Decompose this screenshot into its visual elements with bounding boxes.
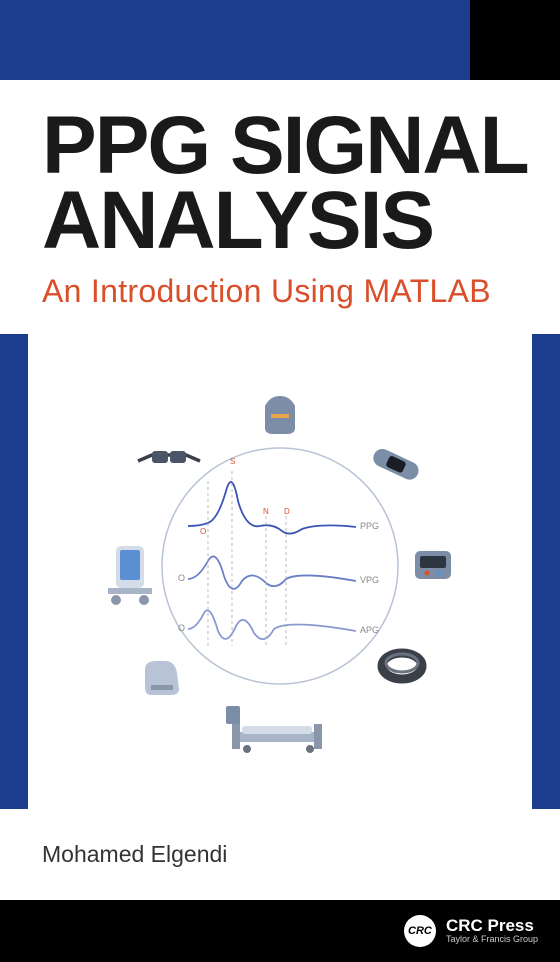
vpg-label: VPG bbox=[360, 575, 379, 585]
o-marker: O bbox=[178, 623, 185, 633]
main-title-line2: ANALYSIS bbox=[42, 183, 560, 258]
smart-ring-icon bbox=[382, 653, 422, 679]
ppg-label: PPG bbox=[360, 521, 379, 531]
signal-circle bbox=[162, 448, 398, 684]
publisher-name: CRC Press bbox=[446, 917, 538, 936]
illustration-row: S O N D PPG VPG APG O O bbox=[0, 334, 560, 809]
ppg-waveform bbox=[188, 482, 356, 534]
right-blue-strip bbox=[532, 334, 560, 809]
peak-n-label: N bbox=[263, 507, 269, 516]
peak-d-label: D bbox=[284, 507, 290, 516]
publisher-footer: CRC CRC Press Taylor & Francis Group bbox=[0, 900, 560, 962]
apg-label: APG bbox=[360, 625, 379, 635]
smart-glasses-icon bbox=[138, 451, 200, 463]
cover-illustration: S O N D PPG VPG APG O O bbox=[60, 351, 500, 791]
author-row: Mohamed Elgendi bbox=[0, 809, 560, 900]
top-black-block bbox=[470, 0, 560, 80]
o-marker: O bbox=[178, 573, 185, 583]
crc-logo-text: CRC bbox=[408, 925, 432, 937]
title-block: PPG SIGNAL ANALYSIS An Introduction Usin… bbox=[0, 80, 560, 334]
left-blue-strip bbox=[0, 334, 28, 809]
smartphone-cart-icon bbox=[108, 546, 152, 605]
foot-sensor-icon bbox=[145, 661, 179, 695]
fitness-band-icon bbox=[370, 446, 421, 483]
pulse-oximeter-icon bbox=[415, 551, 451, 579]
publisher-sub: Taylor & Francis Group bbox=[446, 935, 538, 945]
peak-s-label: S bbox=[230, 457, 235, 466]
vpg-waveform bbox=[188, 557, 356, 589]
subtitle: An Introduction Using MATLAB bbox=[42, 273, 560, 310]
peak-o-label: O bbox=[200, 527, 206, 536]
author-name: Mohamed Elgendi bbox=[42, 841, 560, 868]
hospital-bed-icon bbox=[226, 706, 322, 753]
apg-waveform bbox=[188, 611, 356, 640]
top-blue-block bbox=[0, 0, 470, 80]
illustration-panel: S O N D PPG VPG APG O O bbox=[28, 334, 532, 809]
main-title-line1: PPG SIGNAL bbox=[42, 108, 560, 183]
top-color-bar bbox=[0, 0, 560, 80]
crc-logo-icon: CRC bbox=[404, 915, 436, 947]
publisher-text-wrap: CRC Press Taylor & Francis Group bbox=[446, 917, 538, 946]
smart-shirt-icon bbox=[265, 396, 295, 434]
